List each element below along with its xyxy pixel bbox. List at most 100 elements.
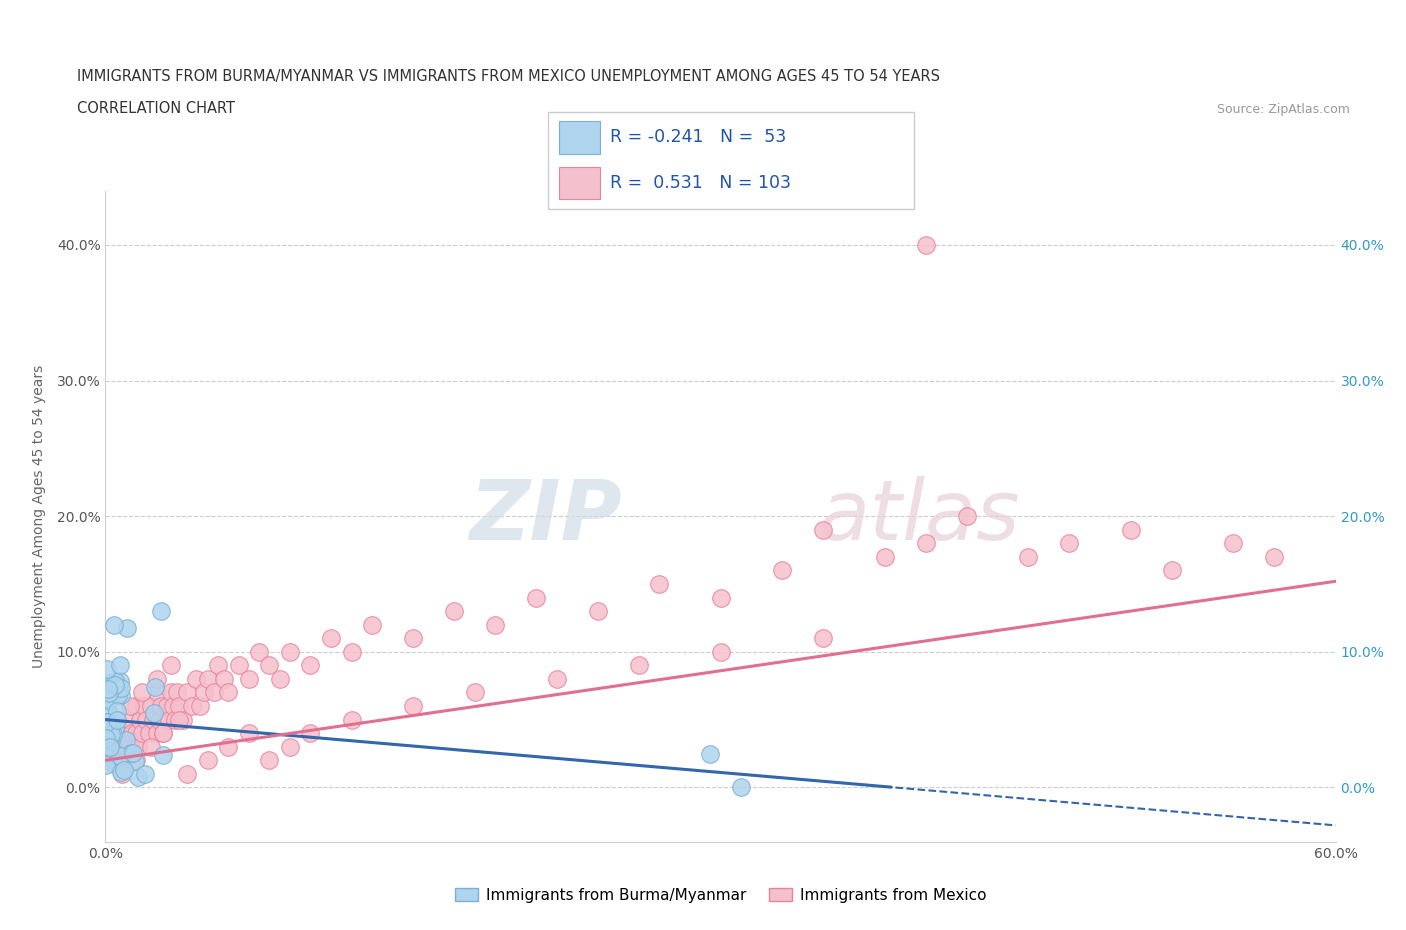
- Point: [278, 644, 301, 659]
- Point: [172, 712, 194, 727]
- Point: [149, 698, 172, 713]
- Point: [873, 550, 896, 565]
- Point: [176, 766, 198, 781]
- Point: [103, 618, 125, 632]
- Point: [166, 685, 188, 700]
- Point: [214, 671, 236, 686]
- Point: [104, 753, 127, 768]
- Text: Source: ZipAtlas.com: Source: ZipAtlas.com: [1216, 103, 1350, 116]
- Point: [169, 698, 191, 713]
- Point: [108, 658, 131, 672]
- Point: [730, 780, 752, 795]
- FancyBboxPatch shape: [548, 112, 914, 209]
- Point: [145, 685, 167, 700]
- Point: [101, 756, 124, 771]
- Point: [169, 712, 191, 727]
- Point: [197, 671, 219, 686]
- Point: [124, 753, 146, 768]
- Point: [101, 727, 124, 742]
- Point: [145, 671, 167, 686]
- Point: [98, 739, 121, 754]
- Point: [176, 685, 198, 700]
- Point: [139, 739, 162, 754]
- Point: [96, 661, 118, 676]
- Point: [125, 698, 148, 713]
- Point: [143, 706, 166, 721]
- Point: [143, 680, 166, 695]
- Point: [100, 719, 122, 734]
- Point: [180, 698, 202, 713]
- Point: [162, 698, 184, 713]
- Point: [218, 685, 240, 700]
- Point: [247, 644, 270, 659]
- Point: [97, 683, 120, 698]
- Point: [770, 563, 793, 578]
- Point: [115, 725, 138, 740]
- Point: [129, 712, 152, 727]
- Point: [160, 685, 183, 700]
- Point: [100, 683, 122, 698]
- Point: [1263, 550, 1285, 565]
- Point: [340, 644, 363, 659]
- Point: [139, 698, 162, 713]
- Point: [98, 684, 121, 699]
- Point: [269, 671, 291, 686]
- Point: [131, 685, 153, 700]
- Y-axis label: Unemployment Among Ages 45 to 54 years: Unemployment Among Ages 45 to 54 years: [31, 365, 45, 668]
- Point: [710, 644, 733, 659]
- Point: [125, 725, 148, 740]
- Point: [464, 685, 486, 700]
- Point: [484, 618, 506, 632]
- Point: [97, 683, 120, 698]
- Point: [120, 745, 142, 760]
- Point: [127, 769, 149, 784]
- Point: [97, 705, 120, 720]
- Point: [340, 712, 363, 727]
- Point: [148, 712, 170, 727]
- Point: [156, 698, 179, 713]
- Point: [259, 658, 281, 672]
- Point: [811, 631, 834, 645]
- Legend: Immigrants from Burma/Myanmar, Immigrants from Mexico: Immigrants from Burma/Myanmar, Immigrant…: [449, 882, 993, 909]
- Point: [121, 746, 143, 761]
- Point: [202, 685, 225, 700]
- Point: [1119, 523, 1142, 538]
- Point: [107, 739, 129, 754]
- Point: [98, 708, 121, 723]
- Point: [278, 739, 301, 754]
- Point: [131, 725, 153, 740]
- Point: [94, 725, 117, 740]
- Point: [184, 671, 207, 686]
- Point: [138, 725, 160, 740]
- Point: [152, 725, 174, 740]
- Point: [443, 604, 465, 618]
- Point: [108, 753, 131, 768]
- Point: [105, 712, 128, 727]
- Point: [100, 726, 122, 741]
- Point: [586, 604, 609, 618]
- Point: [648, 577, 671, 591]
- Point: [96, 715, 118, 730]
- Text: R =  0.531   N = 103: R = 0.531 N = 103: [610, 174, 792, 192]
- Point: [627, 658, 650, 672]
- Point: [127, 739, 149, 754]
- Point: [1057, 536, 1080, 551]
- Point: [361, 618, 384, 632]
- Point: [914, 536, 936, 551]
- Point: [134, 698, 156, 713]
- Point: [121, 725, 143, 740]
- Point: [122, 739, 145, 754]
- Point: [299, 658, 322, 672]
- Point: [1160, 563, 1182, 578]
- Point: [402, 631, 425, 645]
- Point: [104, 725, 127, 740]
- Point: [152, 725, 174, 740]
- Point: [111, 766, 134, 781]
- Point: [104, 720, 127, 735]
- Text: R = -0.241   N =  53: R = -0.241 N = 53: [610, 128, 787, 146]
- Point: [218, 739, 240, 754]
- Point: [1017, 550, 1039, 565]
- Point: [97, 675, 120, 690]
- Point: [811, 523, 834, 538]
- Point: [299, 725, 322, 740]
